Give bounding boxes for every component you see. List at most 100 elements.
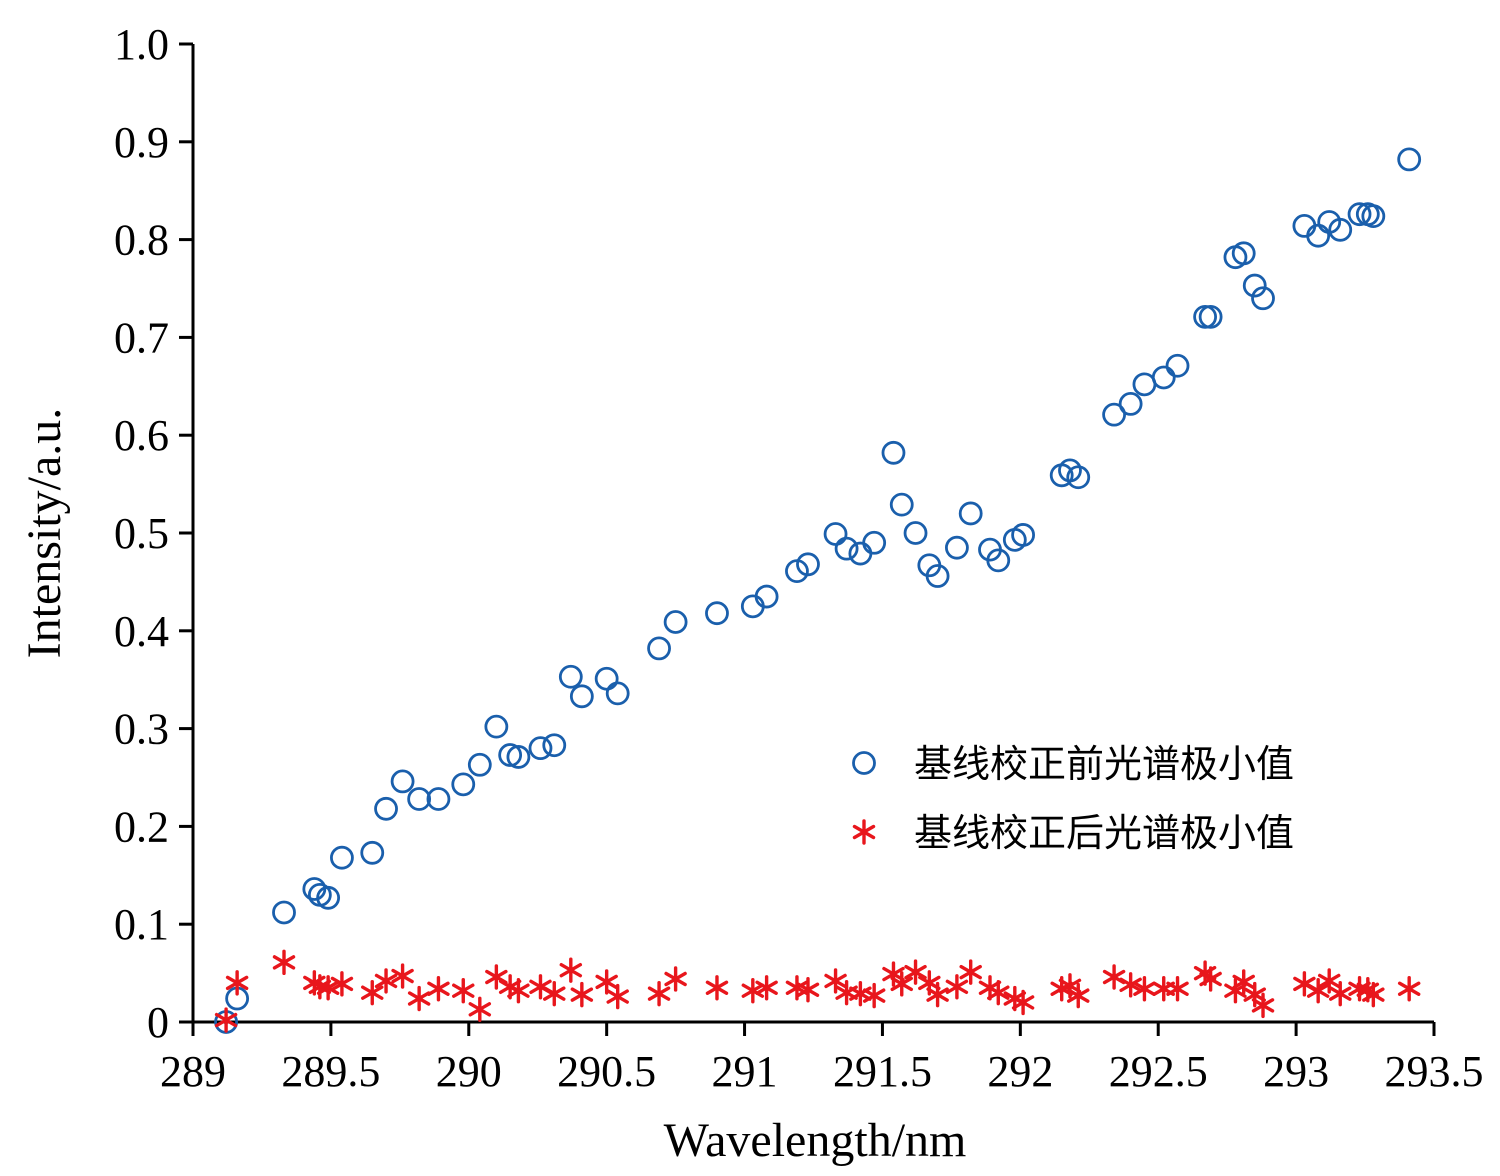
data-point-asterisk	[1329, 980, 1352, 1007]
data-point-asterisk	[570, 981, 594, 1008]
y-tick-label: 0.9	[114, 118, 169, 167]
data-point-circle	[1165, 353, 1190, 378]
data-point-asterisk	[407, 985, 431, 1012]
data-point-circle	[1058, 458, 1082, 483]
legend-marker-circle	[852, 751, 876, 775]
data-point-circle	[360, 840, 385, 865]
data-point-asterisk	[1166, 976, 1189, 1002]
data-point-circle	[862, 530, 887, 555]
x-tick-label: 290	[436, 1047, 502, 1096]
data-point-asterisk	[882, 961, 905, 987]
data-point-asterisk	[741, 978, 765, 1004]
data-point-asterisk	[1306, 978, 1330, 1004]
data-point-asterisk	[1251, 992, 1275, 1019]
data-point-circle	[1328, 217, 1353, 242]
data-point-circle	[426, 787, 451, 811]
data-point-circle	[451, 772, 476, 797]
data-point-asterisk	[755, 975, 778, 1001]
y-tick-label: 0.1	[114, 900, 169, 949]
axes: 0 0.1 0.2 0.3 0.4 0.5 0.6 0.7 0.8 0.9 1.0 289 289.5 2…	[114, 20, 1484, 1096]
data-point-asterisk	[987, 979, 1010, 1006]
y-axis-title: Intensity/a.u.	[18, 408, 71, 659]
data-point-asterisk	[374, 968, 398, 994]
data-point-asterisk	[1133, 976, 1156, 1002]
data-point-asterisk	[1119, 972, 1142, 998]
data-point-asterisk	[1067, 982, 1090, 1009]
y-tick-label: 0	[147, 998, 169, 1047]
data-point-circle	[1151, 365, 1176, 390]
data-point-circle	[569, 684, 594, 709]
x-tick-label: 289	[160, 1047, 226, 1096]
data-point-circle	[1242, 273, 1267, 298]
data-point-asterisk	[1362, 981, 1385, 1008]
legend-marker-asterisk	[852, 819, 876, 845]
y-tick-label: 0.5	[114, 509, 169, 558]
data-point-asterisk	[559, 957, 583, 983]
data-point-asterisk	[452, 978, 475, 1004]
data-point-circle	[945, 535, 969, 560]
plot-area	[214, 147, 1422, 1034]
data-point-circle	[605, 681, 630, 706]
data-point-asterisk	[316, 975, 340, 1001]
data-point-asterisk	[664, 966, 687, 992]
data-point-asterisk	[214, 1007, 238, 1033]
data-point-asterisk	[904, 959, 927, 985]
x-axis-title: Wavelength/nm	[664, 1114, 967, 1167]
x-tick-label: 291.5	[833, 1047, 932, 1096]
x-tick-label: 290.5	[557, 1047, 656, 1096]
data-point-asterisk	[391, 963, 414, 989]
data-point-circle	[484, 714, 509, 739]
data-point-asterisk	[361, 979, 384, 1006]
data-point-asterisk	[1199, 966, 1222, 992]
data-point-asterisk	[945, 974, 969, 1000]
data-point-circle	[542, 733, 567, 758]
data-point-circle	[272, 900, 296, 925]
series-1	[214, 147, 1422, 1034]
data-point-circle	[1347, 202, 1372, 227]
data-point-circle	[558, 664, 583, 689]
data-point-asterisk	[1058, 973, 1082, 999]
data-point-asterisk	[225, 970, 249, 996]
legend-label: 基线校正后光谱极小值	[914, 811, 1294, 855]
y-tick-label: 0.8	[114, 216, 169, 265]
data-point-asterisk	[529, 974, 552, 1000]
x-tick-label: 292	[987, 1047, 1053, 1096]
data-point-circle	[647, 636, 671, 661]
y-tick-label: 0.3	[114, 705, 169, 754]
y-tick-label: 0.4	[114, 607, 169, 656]
data-point-asterisk	[427, 976, 450, 1002]
data-point-circle	[1011, 523, 1035, 547]
data-point-asterisk	[1102, 964, 1126, 990]
data-point-asterisk	[543, 980, 566, 1007]
data-point-asterisk	[959, 959, 982, 985]
data-point-circle	[1132, 372, 1157, 397]
data-point-circle	[903, 521, 928, 545]
x-tick-label: 293	[1263, 1047, 1329, 1096]
data-point-circle	[528, 736, 553, 761]
data-point-circle	[374, 796, 398, 821]
data-point-asterisk	[485, 964, 508, 990]
data-point-asterisk	[926, 981, 949, 1008]
data-point-circle	[848, 541, 873, 566]
x-tick-label: 291	[712, 1047, 778, 1096]
data-point-asterisk	[606, 983, 629, 1010]
data-point-circle	[1361, 204, 1386, 229]
y-tick-label: 0.7	[114, 313, 169, 362]
data-point-circle	[407, 787, 432, 811]
data-point-circle	[594, 666, 619, 691]
data-point-asterisk	[272, 949, 296, 976]
x-tick-label: 289.5	[281, 1047, 380, 1096]
data-point-circle	[958, 501, 983, 526]
data-point-circle	[1198, 304, 1223, 329]
data-point-circle	[316, 885, 341, 910]
data-point-asterisk	[1224, 978, 1247, 1004]
data-point-asterisk	[796, 977, 820, 1003]
data-point-circle	[1231, 241, 1256, 266]
data-point-asterisk	[647, 980, 671, 1007]
data-point-circle	[705, 601, 729, 626]
data-point-asterisk	[1152, 976, 1175, 1002]
data-point-circle	[1066, 465, 1091, 490]
data-point-circle	[881, 440, 906, 465]
y-tick-label: 0.2	[114, 802, 169, 851]
